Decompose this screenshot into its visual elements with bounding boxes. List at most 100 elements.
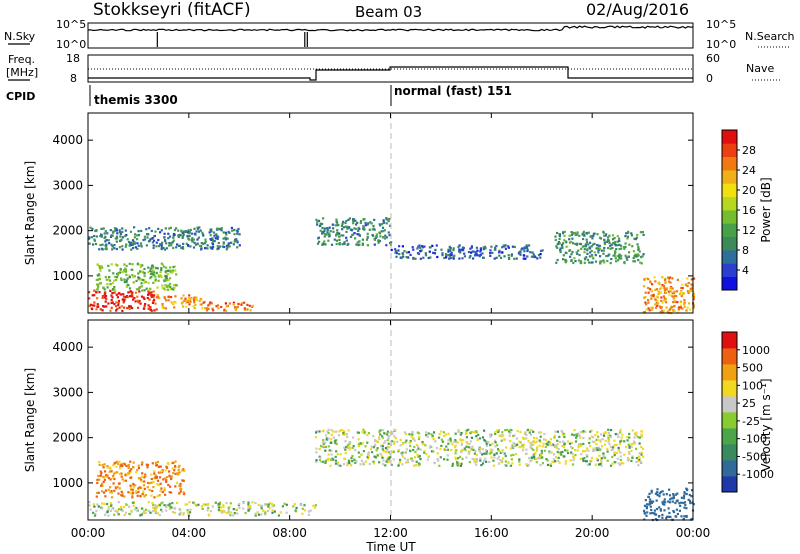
echo-cell bbox=[164, 227, 167, 230]
echo-cell bbox=[147, 266, 150, 269]
echo-cell bbox=[672, 297, 675, 300]
echo-cell bbox=[128, 276, 131, 279]
echo-cell bbox=[199, 244, 202, 248]
echo-cell bbox=[560, 453, 563, 456]
echo-cell bbox=[99, 470, 102, 473]
echo-cell bbox=[332, 430, 335, 433]
echo-cell bbox=[344, 448, 347, 451]
echo-cell bbox=[387, 437, 390, 441]
echo-cell bbox=[576, 449, 579, 452]
echo-cell bbox=[111, 291, 114, 295]
echo-cell bbox=[457, 245, 460, 249]
echo-cell bbox=[98, 265, 101, 268]
echo-cell bbox=[475, 246, 478, 249]
echo-cell bbox=[343, 241, 346, 244]
echo-cell bbox=[166, 476, 169, 479]
echo-cell bbox=[602, 259, 605, 262]
echo-cell bbox=[482, 246, 485, 249]
echo-cell bbox=[672, 496, 676, 499]
echo-cell bbox=[156, 267, 159, 270]
echo-cell bbox=[151, 489, 154, 493]
echo-cell bbox=[398, 245, 401, 248]
echo-cell bbox=[139, 495, 142, 498]
echo-cell bbox=[102, 305, 105, 308]
echo-cell bbox=[336, 229, 339, 232]
echo-cell bbox=[522, 257, 525, 260]
echo-cell bbox=[220, 510, 223, 513]
echo-cell bbox=[541, 445, 544, 448]
echo-cell bbox=[207, 506, 210, 510]
echo-cell bbox=[357, 244, 360, 247]
echo-cell bbox=[590, 459, 593, 462]
echo-cell bbox=[472, 430, 475, 433]
echo-cell bbox=[109, 229, 112, 232]
echo-cell bbox=[658, 495, 661, 498]
echo-cell bbox=[440, 444, 443, 447]
echo-cell bbox=[118, 460, 121, 463]
echo-cell bbox=[358, 233, 361, 236]
echo-cell bbox=[385, 244, 388, 247]
echo-cell bbox=[143, 281, 146, 284]
echo-cell bbox=[476, 458, 479, 461]
echo-cell bbox=[495, 244, 498, 248]
echo-cell bbox=[690, 489, 694, 492]
echo-cell bbox=[448, 257, 451, 260]
echo-cell bbox=[633, 442, 636, 445]
echo-cell bbox=[164, 307, 168, 310]
time-tick-label: 20:00 bbox=[575, 526, 610, 540]
echo-cell bbox=[113, 286, 116, 289]
echo-cell bbox=[347, 226, 350, 229]
echo-cell bbox=[254, 514, 257, 517]
echo-cell bbox=[437, 436, 441, 439]
echo-cell bbox=[264, 513, 267, 516]
echo-cell bbox=[122, 293, 125, 296]
echo-cell bbox=[593, 440, 596, 443]
echo-cell bbox=[149, 287, 152, 290]
echo-cell bbox=[640, 453, 643, 456]
echo-cell bbox=[485, 442, 488, 445]
echo-cell bbox=[544, 439, 547, 442]
echo-cell bbox=[411, 246, 414, 249]
echo-cell bbox=[619, 451, 622, 454]
echo-cell bbox=[348, 217, 351, 220]
echo-cell bbox=[184, 299, 187, 303]
echo-cell bbox=[98, 478, 101, 481]
echo-cell bbox=[175, 284, 178, 287]
echo-cell bbox=[154, 278, 157, 281]
echo-cell bbox=[139, 286, 142, 289]
echo-cell bbox=[115, 229, 118, 232]
echo-cell bbox=[235, 508, 238, 511]
echo-cell bbox=[211, 505, 214, 508]
echo-cell bbox=[110, 491, 113, 495]
echo-cell bbox=[326, 228, 330, 231]
echo-cell bbox=[88, 504, 91, 507]
echo-cell bbox=[620, 247, 623, 250]
echo-cell bbox=[221, 511, 224, 514]
echo-cell bbox=[380, 435, 384, 438]
echo-cell bbox=[509, 428, 512, 431]
echo-cell bbox=[117, 513, 120, 516]
echo-cell bbox=[140, 463, 143, 466]
echo-cell bbox=[158, 494, 161, 497]
echo-cell bbox=[101, 507, 104, 510]
echo-cell bbox=[144, 508, 148, 511]
echo-cell bbox=[570, 253, 573, 256]
echo-cell bbox=[390, 248, 393, 252]
echo-cell bbox=[168, 474, 171, 477]
echo-cell bbox=[496, 457, 499, 460]
freq-right-bottom: 0 bbox=[706, 72, 713, 85]
echo-cell bbox=[88, 236, 91, 239]
echo-cell bbox=[395, 255, 398, 258]
echo-cell bbox=[414, 450, 417, 454]
echo-cell bbox=[529, 446, 532, 449]
echo-cell bbox=[128, 470, 131, 473]
echo-cell bbox=[647, 495, 650, 498]
echo-cell bbox=[114, 461, 117, 464]
echo-cell bbox=[422, 442, 425, 445]
echo-cell bbox=[377, 239, 380, 242]
echo-cell bbox=[449, 253, 452, 256]
echo-cell bbox=[366, 433, 369, 437]
echo-cell bbox=[454, 444, 457, 447]
echo-cell bbox=[97, 491, 100, 494]
echo-cell bbox=[559, 247, 562, 250]
